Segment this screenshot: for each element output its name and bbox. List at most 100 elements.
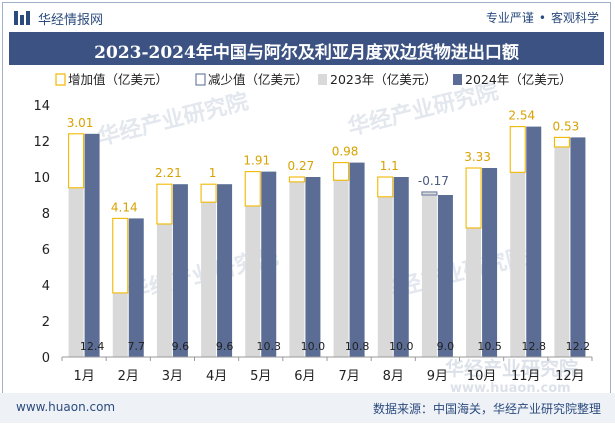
brand-name: 华经情报网	[38, 13, 104, 28]
legend-label-2: 2023年（亿美元）	[330, 72, 437, 87]
watermark-url: www.huaon.com	[450, 381, 571, 396]
change-value-label: 4.14	[111, 200, 138, 214]
bar-2024	[305, 177, 321, 357]
value-label-2024: 10.5	[477, 340, 502, 353]
bar-2024	[526, 126, 542, 357]
increase-box	[244, 171, 261, 207]
legend-label-1: 减少值（亿美元）	[208, 72, 308, 87]
increase-box	[112, 217, 129, 294]
bar-2023	[466, 227, 482, 357]
bar-2023	[510, 172, 526, 357]
bar-2023	[554, 146, 570, 357]
change-value-label: 0.53	[553, 119, 580, 133]
bar-2024	[349, 162, 365, 357]
value-label-2024: 9.6	[216, 340, 234, 353]
y-tick-label: 8	[42, 207, 50, 222]
change-value-label: 3.01	[67, 116, 94, 130]
value-label-2024: 9.0	[437, 340, 455, 353]
legend-swatch-2	[318, 74, 327, 85]
legend-label-3: 2024年（亿美元）	[465, 72, 572, 87]
watermark-text: 华经产业研究院	[345, 78, 501, 140]
change-value-label: 2.21	[155, 166, 182, 180]
bar-2024	[128, 218, 144, 357]
bar-2023	[289, 181, 305, 357]
tag-objective: 客观科学	[550, 11, 599, 25]
bar-2024	[393, 177, 409, 357]
change-value-label: 2.54	[508, 109, 535, 123]
bar-2024	[261, 171, 277, 357]
x-tick-label: 8月	[383, 369, 404, 384]
x-tick-label: 4月	[206, 369, 227, 384]
decrease-box	[421, 191, 438, 196]
y-tick-label: 2	[42, 315, 50, 330]
bar-2023	[112, 292, 128, 357]
increase-box	[333, 162, 350, 181]
x-tick-label: 1月	[73, 369, 94, 384]
value-label-2024: 10.3	[257, 340, 282, 353]
tag-professional: 专业严谨	[485, 11, 534, 25]
increase-box	[288, 176, 305, 183]
bar-2023	[377, 196, 393, 357]
y-tick-label: 10	[33, 171, 50, 186]
legend-swatch-1	[195, 73, 206, 86]
increase-box	[553, 136, 570, 148]
change-value-label: 1	[209, 166, 217, 180]
top-bar: 华经情报网 专业严谨 • 客观科学	[0, 0, 615, 34]
y-tick-label: 6	[42, 243, 50, 258]
header-tags: 专业严谨 • 客观科学	[486, 9, 599, 26]
legend-label-0: 增加值（亿美元）	[68, 72, 168, 87]
x-tick-label: 10月	[467, 369, 497, 384]
value-label-2024: 12.8	[522, 340, 547, 353]
y-tick-label: 0	[42, 351, 50, 366]
chart-title: 2023-2024年中国与阿尔及利亚月度双边货物进出口额	[94, 43, 519, 63]
value-label-2024: 10.0	[389, 340, 414, 353]
increase-box	[156, 183, 173, 225]
y-tick-label: 14	[33, 99, 50, 114]
x-tick-label: 9月	[427, 369, 448, 384]
bar-2023	[156, 223, 172, 357]
change-value-label: 1.91	[243, 154, 270, 168]
x-tick-label: 12月	[555, 369, 585, 384]
change-value-label: -0.17	[418, 174, 449, 188]
legend-swatch-0	[55, 73, 66, 86]
y-tick-label: 12	[33, 135, 50, 150]
bar-2023	[421, 191, 437, 357]
x-tick-label: 2月	[118, 369, 139, 384]
footer-website: www.huaon.com	[16, 400, 116, 414]
x-tick-label: 3月	[162, 369, 183, 384]
increase-box	[200, 183, 217, 203]
value-label-2024: 7.7	[128, 340, 146, 353]
change-value-label: 3.33	[464, 150, 491, 164]
x-tick-label: 11月	[511, 369, 541, 384]
brand-logo-icon	[14, 11, 30, 25]
x-tick-label: 5月	[250, 369, 271, 384]
watermark-text: 华经产业研究院	[445, 357, 578, 380]
y-tick-label: 4	[42, 279, 50, 294]
bar-2024	[217, 184, 233, 357]
change-value-label: 0.98	[332, 145, 359, 159]
title-bar: 2023-2024年中国与阿尔及利亚月度双边货物进出口额	[9, 32, 604, 65]
bar-2024	[570, 137, 586, 357]
footer: www.huaon.com 数据来源：中国海关，华经产业研究院整理	[0, 393, 615, 423]
bar-2024	[437, 195, 453, 357]
bar-2024	[172, 184, 188, 357]
increase-box	[465, 167, 482, 229]
value-label-2024: 12.2	[566, 340, 591, 353]
value-label-2024: 10.0	[301, 340, 326, 353]
footer-source: 数据来源：中国海关，华经产业研究院整理	[372, 402, 601, 416]
x-tick-label: 6月	[294, 369, 315, 384]
increase-box	[68, 133, 85, 189]
change-value-label: 1.1	[380, 159, 399, 173]
watermark-text: 华经产业研究院	[95, 88, 251, 150]
legend-swatch-3	[453, 74, 462, 85]
bar-2023	[333, 180, 349, 357]
x-tick-label: 7月	[338, 369, 359, 384]
value-label-2024: 9.6	[172, 340, 190, 353]
bar-2023	[201, 202, 217, 357]
change-value-label: 0.27	[288, 159, 315, 173]
separator-dot-icon: •	[538, 11, 546, 25]
bar-2024	[84, 133, 100, 357]
increase-box	[377, 176, 394, 198]
bar-2023	[68, 187, 84, 357]
